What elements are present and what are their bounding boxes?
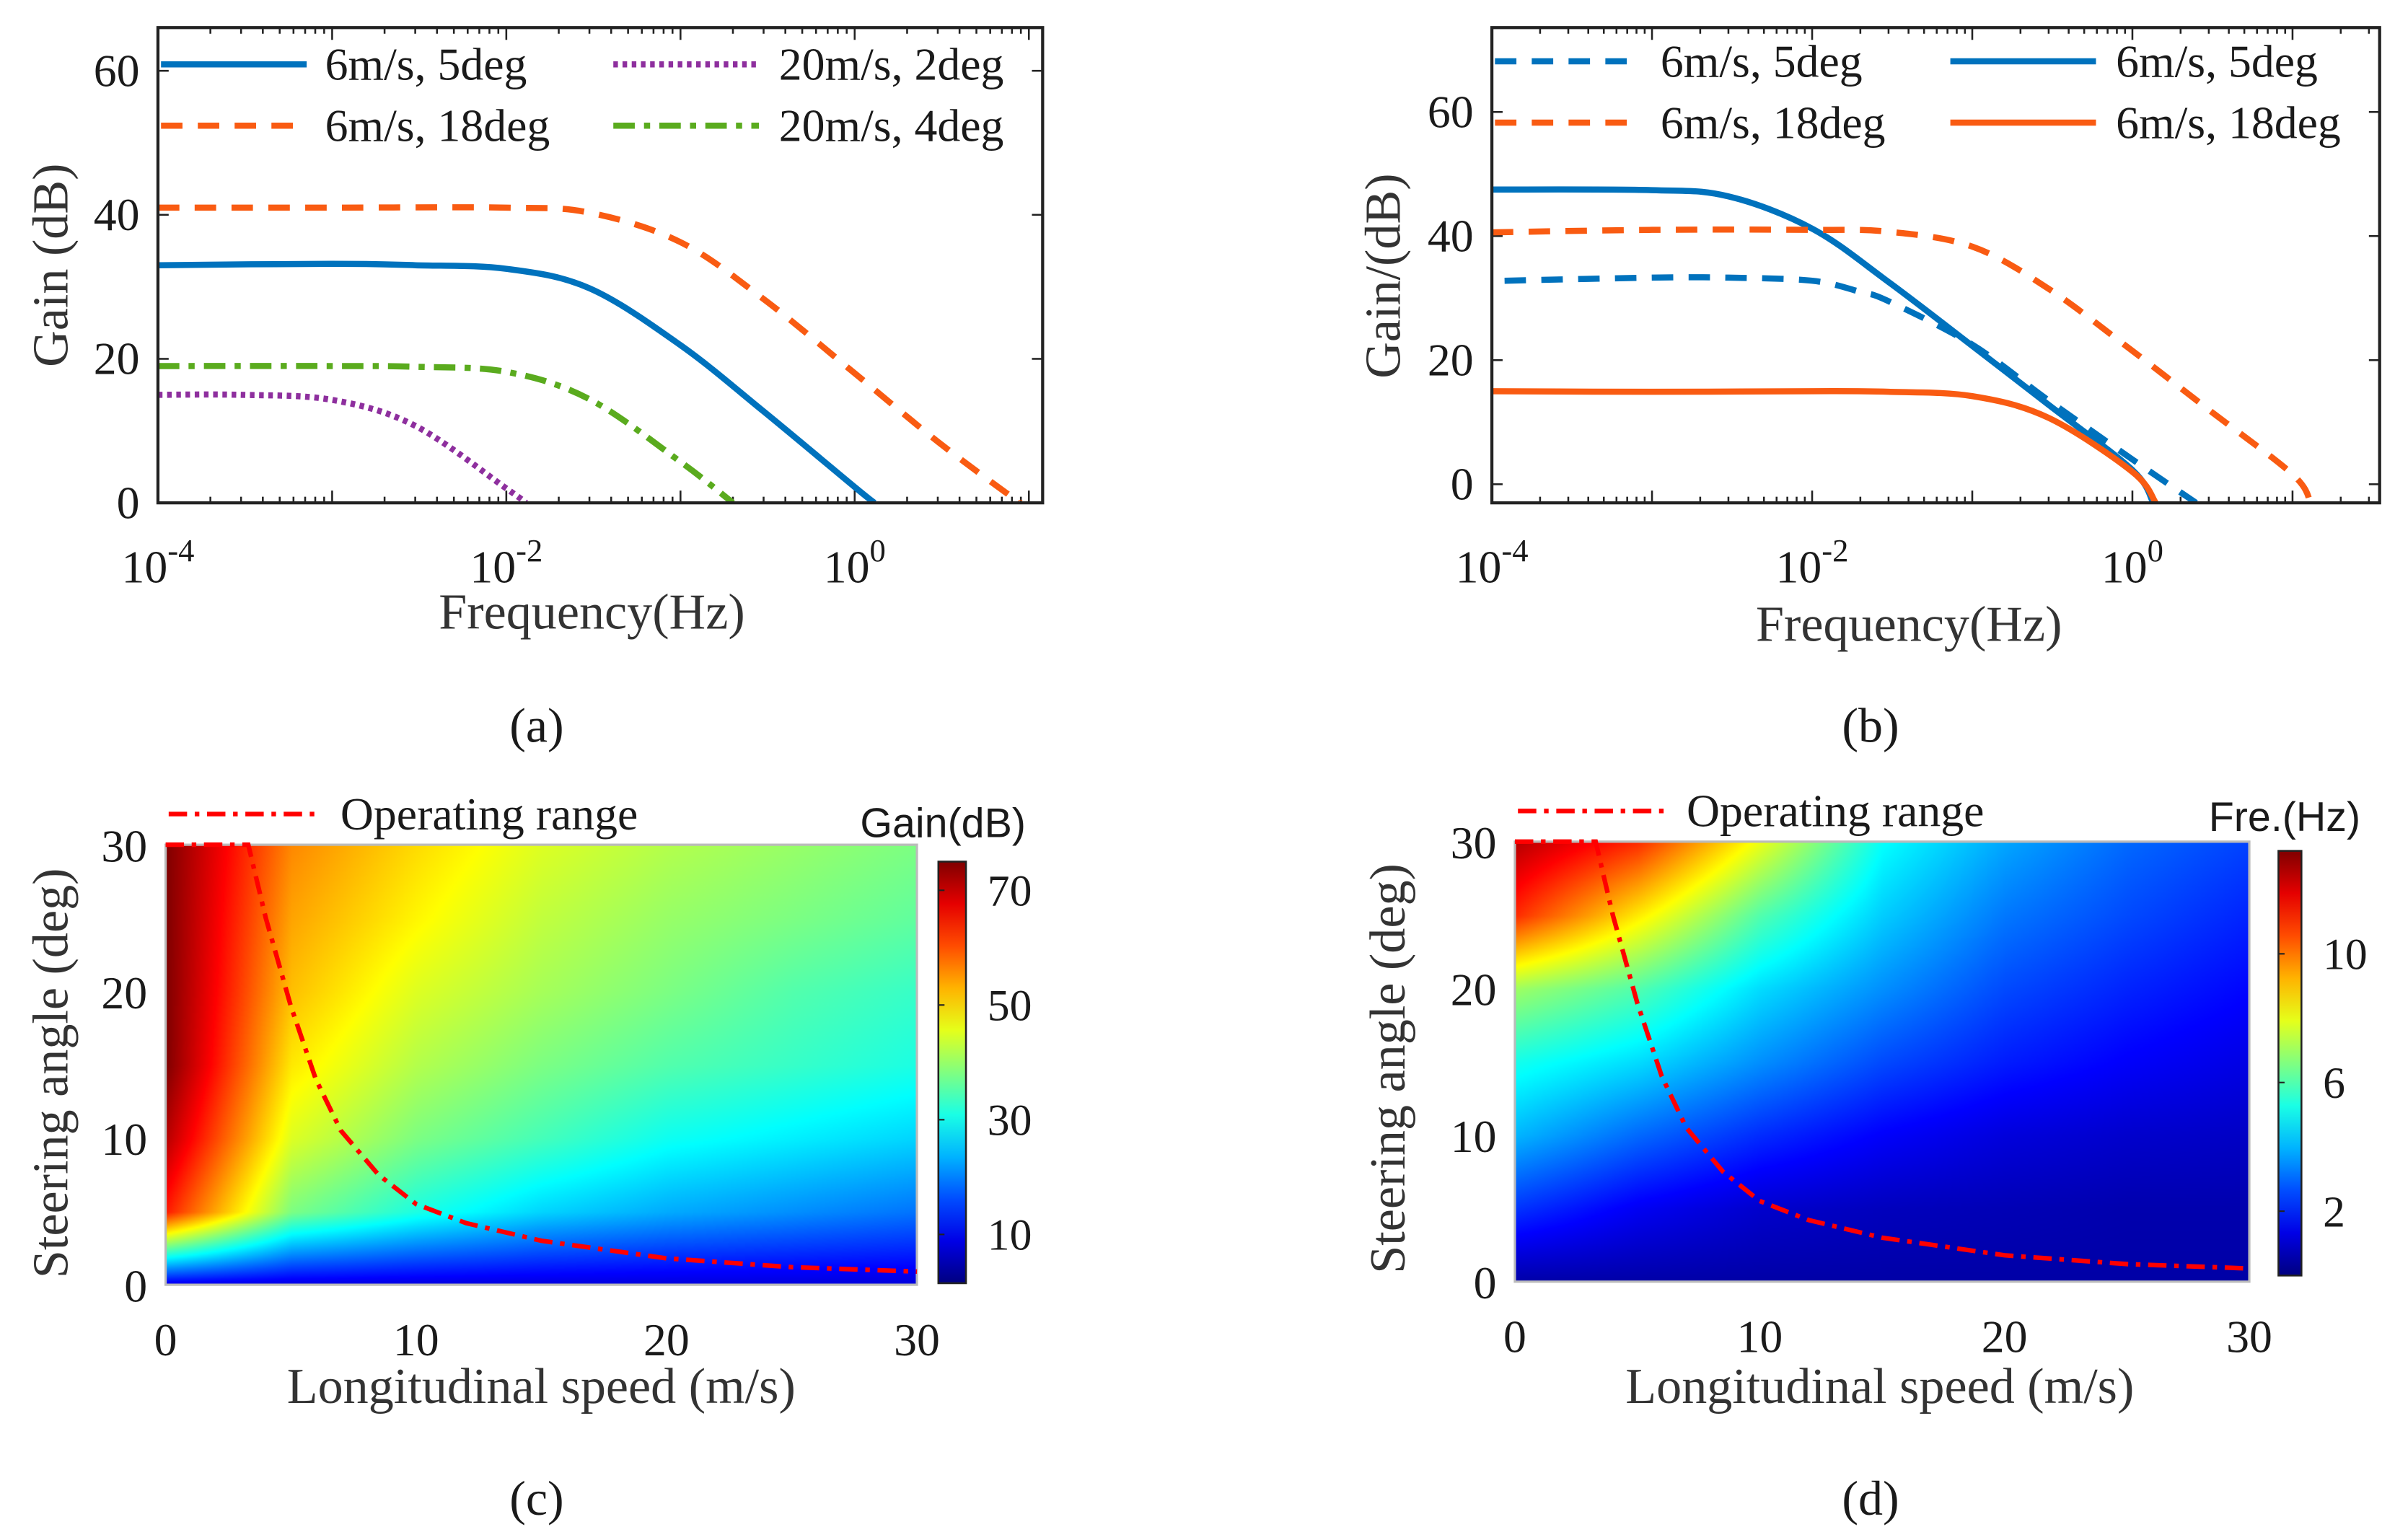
legend-label: 6m/s, 18deg [2116,97,2341,148]
x-tick-base: 10 [2101,542,2148,593]
caption-c: (c) [509,1471,563,1526]
heatmap-image [1514,841,2250,1282]
x-tick-label: 20 [643,1314,690,1365]
series-line-0 [1504,274,2198,503]
panel-b-ylabel: Gain/(dB) [1356,173,1412,378]
plot-frame [1513,840,2251,1283]
series-line-0 [157,260,876,503]
legend-label: 6m/s, 18deg [1661,97,1886,148]
panel-d-ylabel: Steering angle (deg) [1361,863,1416,1274]
y-tick-label: 0 [124,1260,147,1311]
series-line-2 [1492,226,2314,503]
colorbar-tick-label: 10 [988,1211,1032,1260]
legend-label: 20m/s, 4deg [779,100,1004,151]
colorbar [2277,850,2303,1277]
x-tick-exponent: 0 [2148,532,2163,568]
x-tick-label: 0 [1503,1311,1526,1363]
x-tick-label: 30 [894,1314,940,1365]
legend-label: 6m/s, 5deg [2116,35,2318,87]
x-tick-label: 20 [1982,1311,2028,1363]
legend-label: Operating range [340,788,638,840]
legend-label: Operating range [1687,786,1984,837]
x-tick-base: 10 [121,542,167,593]
y-tick-label: 40 [1428,211,1474,262]
colorbar-tick-label: 50 [988,982,1032,1031]
panel-c-gain-heatmap: Longitudinal speed (m/s) Steering angle … [24,788,1032,1526]
panel-c-colorbar-title: Gain(dB) [860,800,1026,846]
x-tick-label: 30 [2226,1311,2272,1363]
colorbar-tick-label: 70 [988,867,1032,916]
plot-frame [164,843,918,1286]
legend-label: 6m/s, 5deg [325,39,527,90]
heatmap-image [165,845,918,1285]
series-line-3 [1492,388,2158,503]
panel-a-xlabel: Frequency(Hz) [439,584,744,640]
x-tick-label: 10-4 [1456,532,1529,593]
panel-b-xlabel: Frequency(Hz) [1756,597,2062,652]
y-tick-label: 60 [94,45,140,96]
panel-d-xlabel: Longitudinal speed (m/s) [1625,1359,2134,1414]
colorbar-tick-label: 2 [2323,1187,2345,1236]
operating-range-curve [165,842,918,1275]
panel-a-ylabel: Gain (dB) [24,164,79,367]
y-tick-label: 40 [94,189,140,240]
x-tick-exponent: -4 [167,532,194,568]
legend-label: 20m/s, 2deg [779,39,1004,90]
x-tick-label: 10-2 [1776,532,1849,593]
panel-c-xlabel: Longitudinal speed (m/s) [287,1359,796,1414]
x-tick-exponent: 0 [869,532,885,568]
y-tick-label: 60 [1428,86,1474,137]
series-line-3 [157,363,735,503]
panel-a-bode-plot: Frequency(Hz) Gain (dB) (a) 10-4 10-2 1000… [24,26,1045,753]
y-tick-label: 0 [1474,1257,1497,1308]
colorbar-tick-label: 30 [988,1096,1032,1145]
plot-frame [156,26,1045,505]
x-tick-label: 100 [2101,532,2163,593]
x-tick-label: 0 [154,1314,177,1365]
panel-d-colorbar-title: Fre.(Hz) [2209,794,2360,840]
x-tick-label: 100 [824,532,886,593]
x-tick-base: 10 [824,542,870,593]
x-tick-exponent: -2 [1821,532,1848,568]
y-tick-label: 20 [94,333,140,384]
x-tick-base: 10 [470,542,516,593]
x-tick-label: 10-2 [470,532,542,593]
x-tick-label: 10-4 [121,532,194,593]
colorbar-tick-label: 10 [2323,930,2368,980]
x-tick-base: 10 [1776,542,1822,593]
colorbar [937,861,967,1285]
y-tick-label: 20 [1451,964,1497,1016]
colorbar-tick-label: 6 [2323,1059,2345,1108]
legend-label: 6m/s, 18deg [325,100,550,151]
y-tick-label: 20 [101,967,147,1018]
y-tick-label: 10 [1451,1111,1497,1162]
panel-c-ylabel: Steering angle (deg) [24,868,79,1279]
panel-d-frequency-heatmap: Longitudinal speed (m/s) Steering angle … [1361,786,2368,1526]
x-tick-exponent: -4 [1501,532,1528,568]
series-line-1 [1492,186,2156,503]
series-line-1 [157,391,528,503]
y-tick-label: 0 [117,477,140,528]
caption-a: (a) [509,698,563,753]
x-tick-base: 10 [1456,542,1502,593]
y-tick-label: 0 [1451,459,1474,510]
y-tick-label: 30 [1451,817,1497,868]
x-tick-label: 10 [393,1314,439,1365]
panel-b-bode-plot: Frequency(Hz) Gain/(dB) (b) 10-4 10-2 1000… [1356,26,2381,753]
caption-d: (d) [1842,1471,1899,1526]
series-line-2 [157,204,1024,503]
operating-range-curve [1514,839,2250,1271]
y-tick-label: 20 [1428,335,1474,386]
caption-b: (b) [1842,698,1899,753]
x-tick-exponent: -2 [516,532,542,568]
y-tick-label: 10 [101,1114,147,1165]
plot-frame [1490,26,2381,505]
y-tick-label: 30 [101,820,147,871]
legend-label: 6m/s, 5deg [1661,35,1863,87]
x-tick-label: 10 [1736,1311,1783,1363]
